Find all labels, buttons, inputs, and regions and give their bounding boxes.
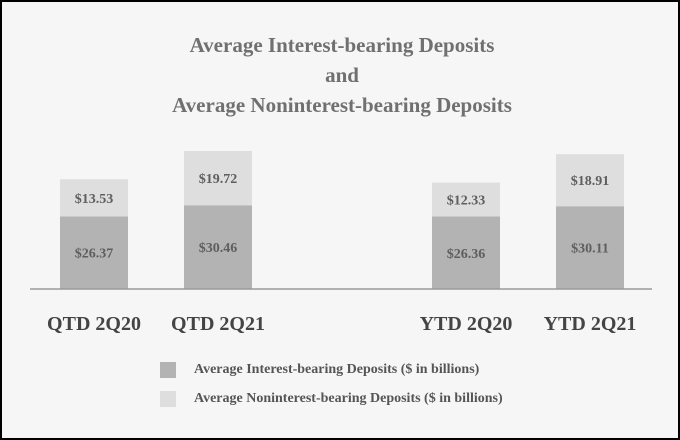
legend-label-noninterest-bearing: Average Noninterest-bearing Deposits ($ … [194, 391, 503, 406]
bar-qtd-2q20-noninterest-bearing [60, 179, 128, 217]
data-label-qtd-2q21-noninterest-bearing: $19.72 [199, 172, 238, 187]
legend-label-interest-bearing: Average Interest-bearing Deposits ($ in … [194, 362, 480, 377]
legend-swatch-interest-bearing [160, 362, 176, 378]
category-label-ytd-2q21: YTD 2Q21 [544, 313, 637, 335]
chart-title-line-2: and [325, 63, 359, 87]
bar-ytd-2q21-noninterest-bearing [556, 154, 624, 207]
legend-item-interest-bearing: Average Interest-bearing Deposits ($ in … [160, 362, 479, 378]
data-label-ytd-2q20-noninterest-bearing: $12.33 [447, 194, 486, 209]
category-label-ytd-2q20: YTD 2Q20 [420, 313, 513, 335]
data-label-qtd-2q20-interest-bearing: $26.37 [75, 247, 114, 262]
bar-qtd-2q21-noninterest-bearing [184, 151, 252, 206]
bar-qtd-2q21-interest-bearing [184, 205, 252, 289]
chart-title-line-1: Average Interest-bearing Deposits [189, 33, 495, 57]
bar-ytd-2q20-interest-bearing [432, 216, 500, 289]
legend-item-noninterest-bearing: Average Noninterest-bearing Deposits ($ … [160, 391, 503, 407]
data-label-ytd-2q21-noninterest-bearing: $18.91 [571, 174, 610, 189]
chart-title-line-3: Average Noninterest-bearing Deposits [172, 93, 512, 117]
category-label-qtd-2q21: QTD 2Q21 [171, 313, 265, 335]
data-label-ytd-2q21-interest-bearing: $30.11 [571, 242, 609, 257]
bar-ytd-2q21-interest-bearing [556, 206, 624, 289]
legend-swatch-noninterest-bearing [160, 391, 176, 407]
data-label-qtd-2q21-interest-bearing: $30.46 [199, 241, 238, 256]
data-label-ytd-2q20-interest-bearing: $26.36 [447, 247, 486, 262]
data-label-qtd-2q20-noninterest-bearing: $13.53 [75, 192, 114, 207]
bar-ytd-2q20-noninterest-bearing [432, 182, 500, 217]
bar-qtd-2q20-interest-bearing [60, 216, 128, 289]
category-label-qtd-2q20: QTD 2Q20 [47, 313, 141, 335]
